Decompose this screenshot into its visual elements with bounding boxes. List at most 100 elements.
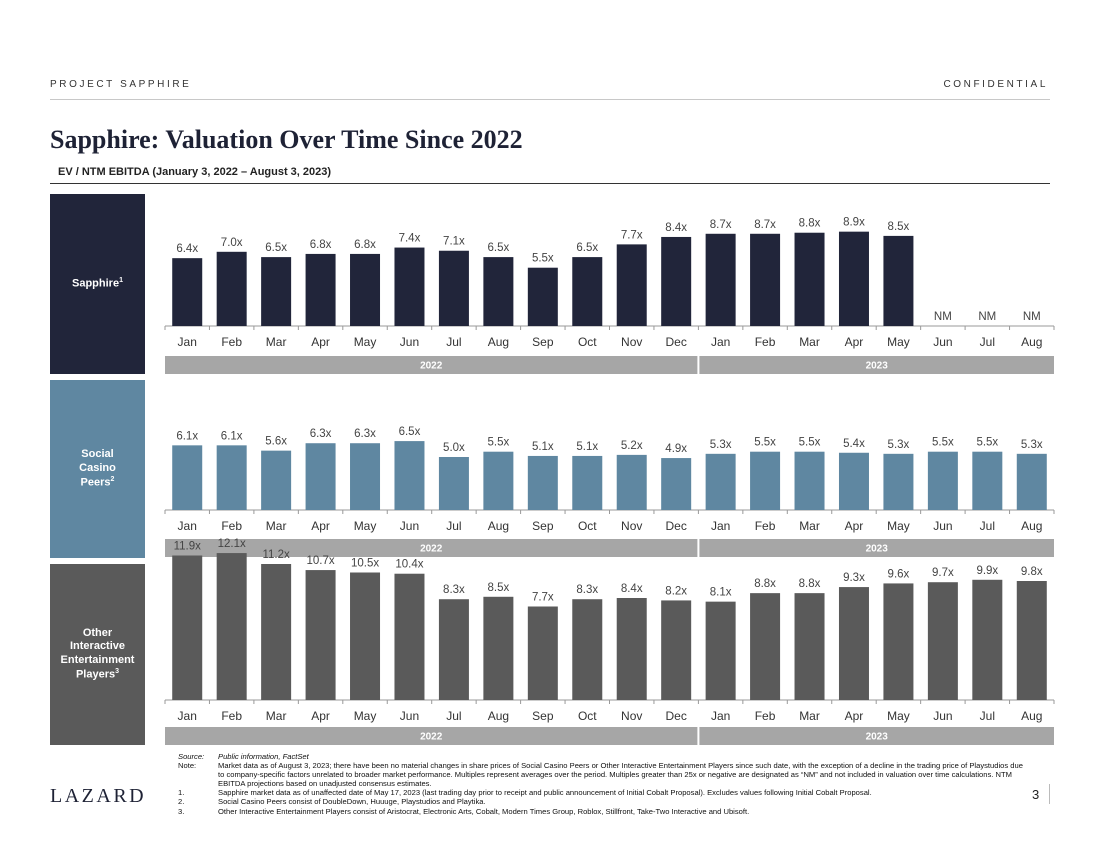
x-tick-label: Oct — [578, 519, 597, 533]
header-confidential: CONFIDENTIAL — [943, 79, 1048, 90]
data-label: 6.1x — [176, 430, 198, 442]
footnote-row: 2. Social Casino Peers consist of DoubleD… — [178, 797, 1028, 806]
bar — [838, 587, 869, 700]
data-label: 5.5x — [532, 253, 554, 265]
bar — [216, 553, 247, 700]
bar — [483, 451, 514, 510]
bar — [572, 455, 603, 510]
data-label: 6.1x — [221, 430, 243, 442]
footnote-key: 1. — [178, 788, 185, 798]
x-tick-label: May — [887, 519, 910, 533]
bar — [927, 451, 958, 510]
footnotes: Source: Public information, FactSet Note: M… — [178, 752, 1028, 816]
data-label: 6.3x — [354, 428, 376, 440]
data-label: 8.8x — [754, 578, 776, 590]
data-label: 4.9x — [665, 443, 687, 455]
data-label: 8.5x — [888, 221, 910, 233]
x-tick-label: May — [887, 335, 910, 349]
bar — [305, 253, 336, 326]
data-label: 6.5x — [399, 426, 421, 438]
x-tick-label: Jul — [446, 519, 461, 533]
bar — [438, 599, 469, 700]
bar — [972, 579, 1003, 700]
x-tick-label: Apr — [845, 335, 864, 349]
data-label: 10.7x — [307, 555, 335, 567]
bar — [705, 453, 736, 510]
footnote-row: 1. Sapphire market data as of unaffected … — [178, 788, 1028, 797]
panel-social-casino-peers: Social Casino Peers2 — [50, 380, 145, 558]
x-tick-label: Aug — [1021, 335, 1042, 349]
bar — [216, 251, 247, 326]
bar — [261, 564, 292, 700]
year-label: 2023 — [866, 544, 889, 555]
data-label: 8.3x — [443, 584, 465, 596]
x-tick-label: Aug — [1021, 709, 1042, 723]
x-tick-label: Feb — [755, 335, 776, 349]
bar — [305, 443, 336, 510]
x-tick-label: Jul — [980, 519, 995, 533]
data-label: 10.5x — [351, 558, 379, 570]
x-tick-label: Feb — [221, 709, 242, 723]
bar — [350, 253, 381, 326]
chart-subtitle: EV / NTM EBITDA (January 3, 2022 – Augus… — [58, 166, 332, 178]
data-label: 5.3x — [710, 439, 732, 451]
data-label: 8.7x — [710, 219, 732, 231]
data-label: 5.4x — [843, 438, 865, 450]
panel-sapphire-label: Sapphire — [72, 277, 120, 290]
footnote-3-marker: 3 — [115, 667, 120, 675]
footnote-key: Source: — [178, 752, 205, 761]
data-label: 11.2x — [262, 549, 290, 561]
x-tick-label: Dec — [666, 519, 687, 533]
bar — [172, 555, 203, 700]
data-label: 9.3x — [843, 572, 865, 584]
footnote-text: Sapphire market data as of unaffected da… — [218, 788, 872, 798]
data-label: 8.8x — [799, 218, 821, 230]
data-label: 8.9x — [843, 217, 865, 229]
bar — [616, 244, 647, 326]
data-label: 5.5x — [799, 437, 821, 449]
bar — [572, 257, 603, 326]
x-tick-label: May — [887, 709, 910, 723]
data-label: 8.4x — [665, 222, 687, 234]
bar — [794, 232, 825, 326]
data-label: 5.5x — [976, 437, 998, 449]
footnote-key: 3. — [178, 806, 185, 816]
bar — [927, 582, 958, 700]
x-tick-label: Jul — [446, 709, 461, 723]
x-tick-label: Jul — [980, 709, 995, 723]
x-tick-label: Jun — [933, 519, 952, 533]
bar — [261, 450, 292, 510]
bar — [216, 445, 247, 510]
data-label: NM — [934, 311, 952, 323]
data-label: 8.7x — [754, 219, 776, 231]
footnote-2-marker: 2 — [110, 475, 115, 483]
bar — [705, 601, 736, 700]
panel-sapphire: Sapphire1 — [50, 194, 145, 374]
footnote-text: Other Interactive Entertainment Players … — [218, 806, 750, 816]
bar — [394, 247, 425, 326]
data-label: 10.4x — [395, 559, 423, 571]
bar — [350, 443, 381, 510]
bar — [483, 596, 514, 700]
year-band — [699, 727, 1054, 745]
footnote-1-marker: 1 — [119, 276, 123, 284]
x-tick-label: Apr — [845, 709, 864, 723]
data-label: 6.5x — [488, 242, 510, 254]
x-tick-label: May — [354, 519, 377, 533]
bar — [661, 458, 692, 510]
year-band — [699, 356, 1054, 374]
data-label: 8.3x — [576, 584, 598, 596]
x-tick-label: Nov — [621, 519, 642, 533]
x-tick-label: Feb — [221, 519, 242, 533]
data-label: 5.0x — [443, 442, 465, 454]
x-tick-label: Nov — [621, 709, 642, 723]
x-tick-label: Apr — [311, 335, 330, 349]
bar — [883, 583, 914, 700]
subtitle-divider — [50, 183, 1050, 184]
bar — [794, 593, 825, 700]
x-tick-label: Mar — [266, 709, 287, 723]
bar — [794, 451, 825, 510]
x-tick-label: Nov — [621, 335, 642, 349]
data-label: 8.8x — [799, 578, 821, 590]
